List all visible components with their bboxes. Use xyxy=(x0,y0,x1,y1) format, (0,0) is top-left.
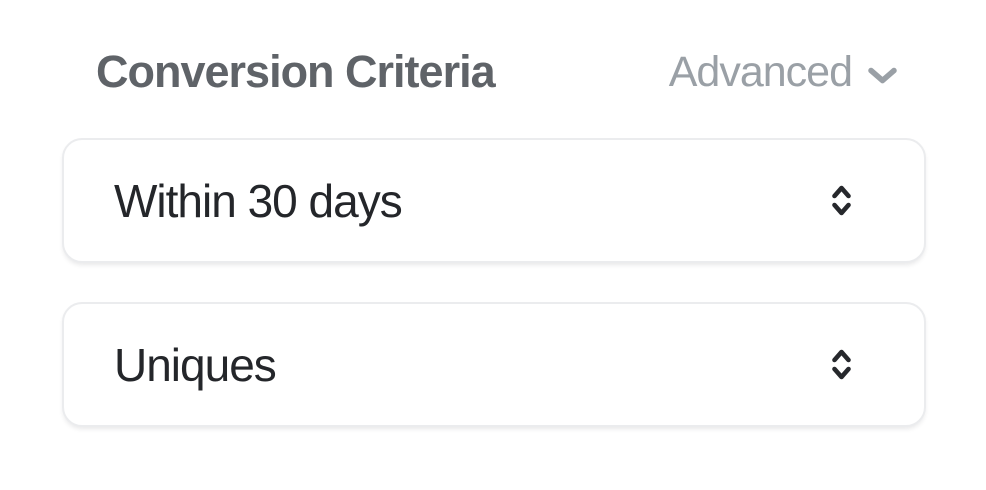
chevron-down-icon xyxy=(868,67,897,83)
conversion-window-value: Within 30 days xyxy=(114,174,403,227)
panel-header: Conversion Criteria Advanced xyxy=(96,44,898,100)
counting-method-value: Uniques xyxy=(114,338,277,391)
counting-method-select[interactable]: Uniques xyxy=(62,302,926,427)
unfold-more-icon xyxy=(832,185,851,216)
advanced-label: Advanced xyxy=(668,48,853,96)
conversion-window-select[interactable]: Within 30 days xyxy=(62,138,926,263)
unfold-more-icon xyxy=(832,349,851,380)
advanced-toggle-button[interactable]: Advanced xyxy=(669,44,898,100)
page-title: Conversion Criteria xyxy=(96,46,496,97)
